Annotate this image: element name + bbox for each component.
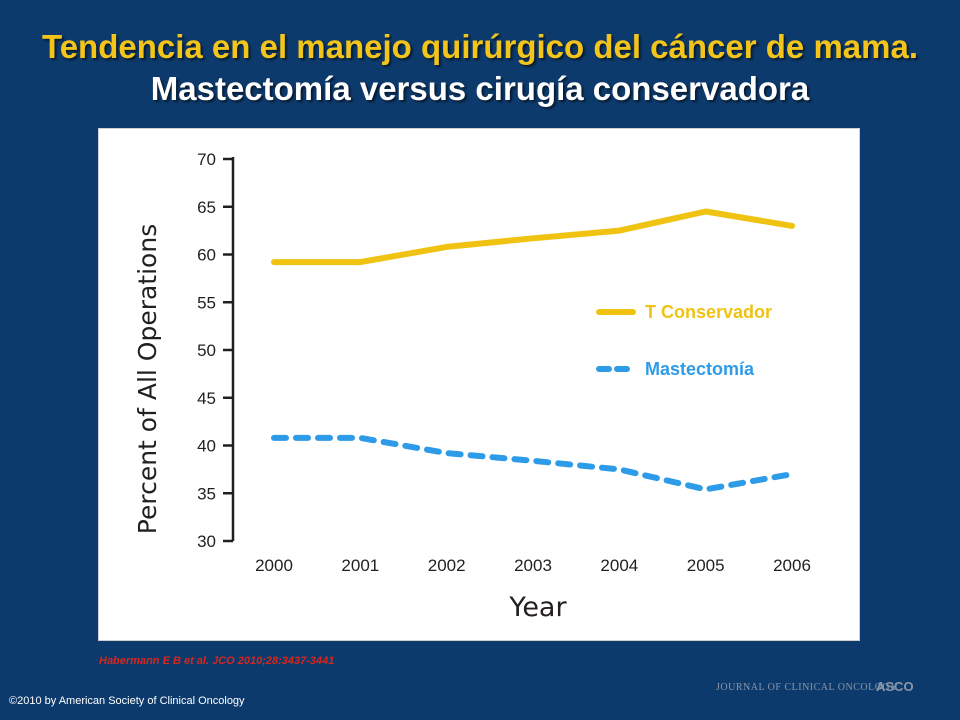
line-chart: 30 35 40 45 50 55 60 65 70 2000 2001 2002 2003 2004 20… bbox=[133, 150, 811, 623]
x-tick-label: 2006 bbox=[773, 556, 811, 575]
slide-title: Tendencia en el manejo quirúrgico del cá… bbox=[0, 26, 960, 110]
journal-logo: JOURNAL OF CLINICAL ONCOLOGY bbox=[716, 682, 898, 693]
x-tick-label: 2002 bbox=[428, 556, 466, 575]
x-tick-label: 2004 bbox=[600, 556, 638, 575]
citation: Habermann E B et al. JCO 2010;28:3437-34… bbox=[99, 655, 335, 667]
y-axis-title: Percent of All Operations bbox=[133, 224, 162, 534]
x-tick-label: 2005 bbox=[687, 556, 725, 575]
asco-logo: ASCO bbox=[876, 679, 914, 694]
copyright-notice: ©2010 by American Society of Clinical On… bbox=[9, 695, 245, 707]
slide-title-part1: Tendencia en el manejo quirúrgico del cá… bbox=[42, 28, 918, 65]
journal-logo-text: JOURNAL OF CLINICAL ONCOLOGY bbox=[716, 682, 898, 693]
slide-title-part2: Mastectomía versus cirugía conservadora bbox=[150, 70, 810, 107]
y-tick-label: 40 bbox=[197, 437, 216, 456]
x-axis-title: Year bbox=[508, 592, 567, 623]
legend-label: Mastectomía bbox=[645, 359, 755, 379]
y-tick-label: 70 bbox=[197, 150, 216, 169]
y-tick-label: 60 bbox=[197, 246, 216, 265]
legend-label: T Conservador bbox=[645, 302, 772, 322]
x-tick-label: 2000 bbox=[255, 556, 293, 575]
y-tick-label: 35 bbox=[197, 484, 216, 503]
y-tick-label: 30 bbox=[197, 532, 216, 551]
x-tick-label: 2003 bbox=[514, 556, 552, 575]
x-tick-label: 2001 bbox=[341, 556, 379, 575]
series-line-conservador bbox=[271, 208, 795, 266]
series-line-mastectomia bbox=[271, 434, 795, 493]
y-tick-label: 55 bbox=[197, 293, 216, 312]
y-tick-label: 65 bbox=[197, 198, 216, 217]
chart-panel: 30 35 40 45 50 55 60 65 70 2000 2001 2002 2003 2004 20… bbox=[98, 128, 860, 641]
y-tick-label: 50 bbox=[197, 341, 216, 360]
y-tick-label: 45 bbox=[197, 389, 216, 408]
